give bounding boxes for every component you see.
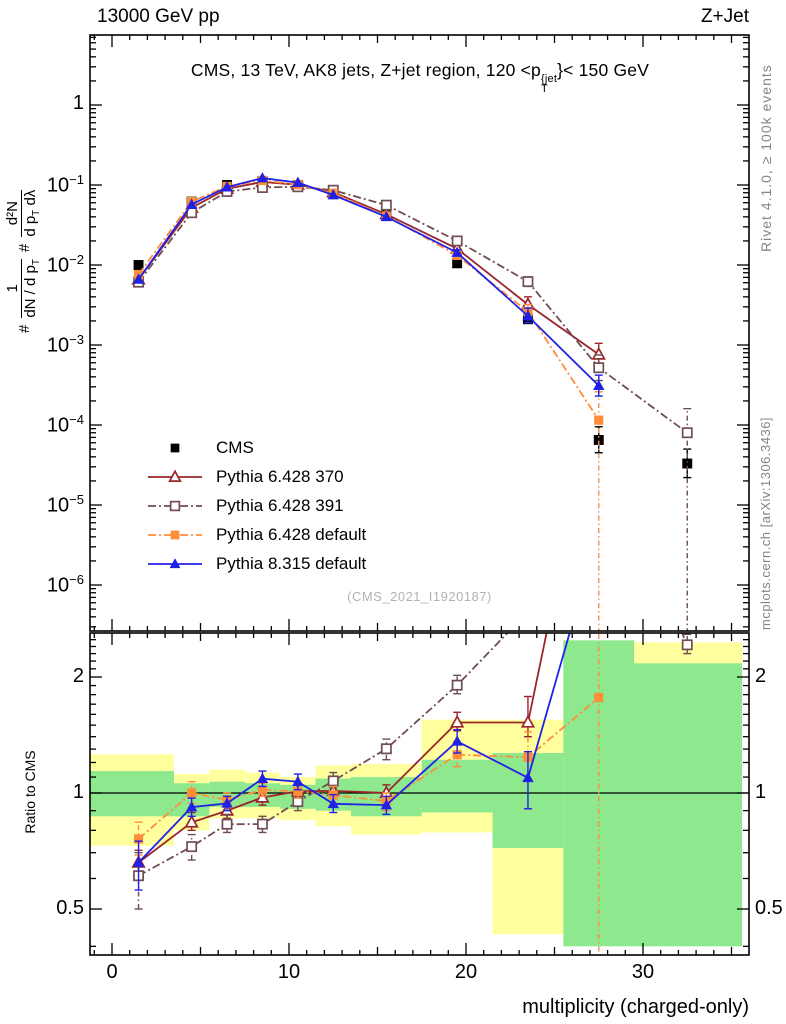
panel-title-tail: }< 150 GeV — [557, 60, 650, 80]
error-bar — [683, 633, 692, 655]
ratio-y-tick-label: 0.5 — [56, 897, 84, 919]
ratio-y-tick-label: 0.5 — [755, 897, 783, 919]
main-series-Pythia 6.428 370 — [131, 174, 606, 367]
main-panel-frame — [89, 34, 750, 632]
fraction-2-numerator: d²N — [3, 189, 22, 237]
error-bar — [382, 738, 391, 761]
legend-label: Pythia 6.428 default — [216, 524, 367, 544]
legend-label: Pythia 6.428 391 — [216, 495, 344, 515]
legend-entry: Pythia 6.428 370 — [146, 462, 366, 491]
x-axis-title: multiplicity (charged-only) — [522, 996, 749, 1018]
outer-uncertainty-band — [634, 642, 743, 664]
legend-entry: CMS — [146, 433, 366, 462]
panel-title: CMS, 13 TeV, AK8 jets, Z+jet region, 120… — [95, 60, 745, 95]
legend-marker-icon — [148, 530, 202, 539]
analysis-id-watermark: (CMS_2021_I1920187) — [347, 589, 492, 604]
error-bar — [683, 407, 692, 631]
ratio-panel-frame — [89, 632, 750, 956]
inner-uncertainty-band — [421, 759, 493, 813]
main-y-tick-label: 10−6 — [46, 572, 84, 597]
panel-title-text: CMS, 13 TeV, AK8 jets, Z+jet region, 120… — [190, 60, 541, 80]
legend-marker-icon — [170, 443, 180, 452]
legend-label: Pythia 6.428 370 — [216, 466, 344, 486]
ratio-y-tick-label: 2 — [72, 665, 84, 687]
ratio-y-tick-label: 1 — [72, 781, 84, 803]
main-y-tick-label: 10−3 — [46, 332, 84, 357]
process-label: Z+Jet — [700, 6, 749, 27]
legend: CMS Pythia 6.428 370 Pythia 6.428 391 Pythi… — [146, 433, 366, 578]
legend-marker-icon — [148, 500, 202, 511]
inner-uncertainty-band — [634, 663, 743, 947]
inner-uncertainty-band — [90, 771, 174, 817]
x-tick-label: 20 — [454, 961, 478, 983]
main-series-Pythia 8.315 default — [132, 172, 605, 397]
main-y-tick-label: 10−2 — [46, 252, 84, 277]
legend-label: CMS — [216, 437, 254, 457]
rivet-version-note: Rivet 4.1.0, ≥ 100k events — [758, 64, 774, 252]
legend-entry: Pythia 6.428 default — [146, 520, 366, 549]
main-y-tick-label: 10−1 — [46, 172, 84, 197]
legend-entry: Pythia 6.428 391 — [146, 491, 366, 520]
main-y-tick-label: 10−4 — [46, 412, 84, 437]
fraction-1-numerator: 1 — [3, 259, 22, 318]
x-tick-label: 0 — [106, 961, 118, 983]
main-y-tick-label: 1 — [72, 92, 84, 114]
pt-superscript: {jet T — [540, 73, 558, 95]
ratio-series-Pythia 8.315 default — [132, 633, 571, 891]
legend-entry: Pythia 8.315 default — [146, 549, 366, 578]
main-y-tick-label: 10−5 — [46, 492, 84, 517]
x-tick-label: 30 — [631, 961, 655, 983]
pt-sub: T — [540, 83, 548, 95]
axis-ticks — [90, 35, 749, 955]
beam-energy-label: 13000 GeV pp — [97, 6, 220, 27]
x-tick-label: 10 — [277, 961, 301, 983]
pt-sup: {jet — [540, 73, 558, 85]
legend-marker-icon — [148, 469, 202, 482]
ratio-y-tick-label: 1 — [755, 781, 767, 803]
mcplots-reference-note: mcplots.cern.ch [arXiv:1306.3436] — [758, 416, 773, 630]
ratio-y-tick-label: 2 — [755, 665, 767, 687]
legend-marker-icon — [148, 557, 202, 568]
hash-symbol: # — [15, 243, 33, 253]
legend-label: Pythia 8.315 default — [216, 553, 367, 573]
